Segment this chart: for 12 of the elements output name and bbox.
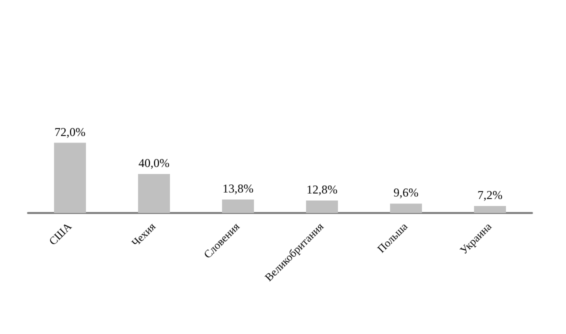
bar xyxy=(138,174,170,213)
data-label: 13,8% xyxy=(222,182,254,196)
data-label: 72,0% xyxy=(54,124,86,139)
bar xyxy=(474,206,506,213)
data-label: 7,2% xyxy=(478,188,502,202)
data-label: 9,6% xyxy=(394,186,418,200)
bar xyxy=(306,200,338,213)
bar xyxy=(54,142,86,213)
data-label: 40,0% xyxy=(138,156,170,170)
bar xyxy=(222,200,254,213)
data-label: 12,8% xyxy=(306,182,338,197)
bar xyxy=(390,204,422,213)
